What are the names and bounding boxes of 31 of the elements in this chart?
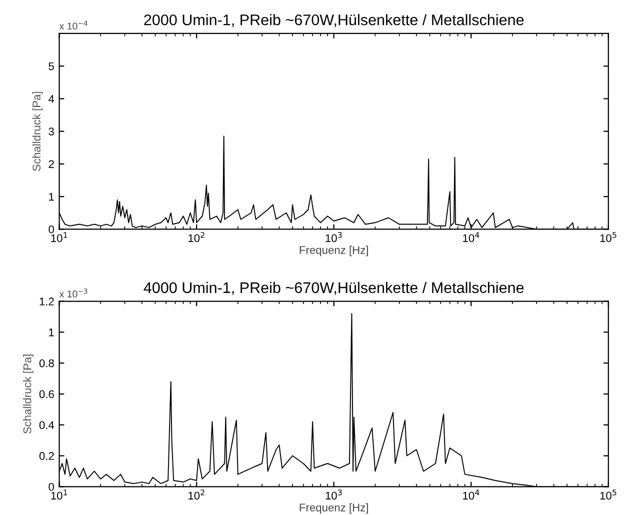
text: x 10$^{−3}$ (59, 288, 88, 298)
x-tick-label: 10$^{5}$ (600, 232, 616, 242)
x-tick-label: 10$^{2}$ (188, 232, 204, 242)
y-tick-label: 4 (48, 95, 54, 103)
x-tick-label: 10$^{4}$ (463, 232, 480, 242)
y-tick-label: 0.4 (39, 421, 54, 430)
x-tick-label: 10$^{4}$ (463, 490, 480, 500)
y-axis-title: Schalldruck [Pa] (23, 354, 34, 434)
y-tick-label: 5 (48, 62, 54, 70)
x-tick-label: 10$^{3}$ (326, 489, 342, 500)
y-tick-label: 3 (48, 128, 54, 136)
x-tick-label: 10$^{1}$ (51, 232, 68, 242)
y-tick-label: 1.2 (40, 298, 54, 306)
x-tick-label: 10$^{1}$ (51, 490, 68, 500)
chart-title: 4000 Umin-1, PReib ~670W,Hülsenkette / Metallschiene (144, 282, 524, 295)
x-tick-label: 10$^{3}$ (326, 232, 342, 242)
text: x 10$^{−4}$ (59, 20, 88, 30)
y-tick-label: 1 (49, 192, 54, 201)
y-tick-label: 0.8 (39, 359, 54, 368)
chart-title: 2000 Umin-1, PReib ~670W,Hülsenkette / Metallschiene (144, 14, 524, 28)
x-axis-title: Frequenz [Hz] (300, 503, 368, 514)
y-tick-label: 1 (49, 328, 54, 336)
x-tick-label: 10$^{2}$ (188, 489, 204, 500)
y-tick-label: 0 (48, 225, 54, 234)
x-tick-label: 10$^{5}$ (600, 490, 616, 500)
y-tick-label: 0.6 (39, 390, 54, 398)
y-tick-label: 0.2 (39, 452, 54, 460)
y-tick-label: 2 (48, 160, 54, 168)
y-axis-title: Schalldruck [Pa] (32, 92, 43, 171)
x-axis-title: Frequenz [Hz] (300, 246, 368, 256)
y-tick-label: 0 (48, 482, 54, 491)
